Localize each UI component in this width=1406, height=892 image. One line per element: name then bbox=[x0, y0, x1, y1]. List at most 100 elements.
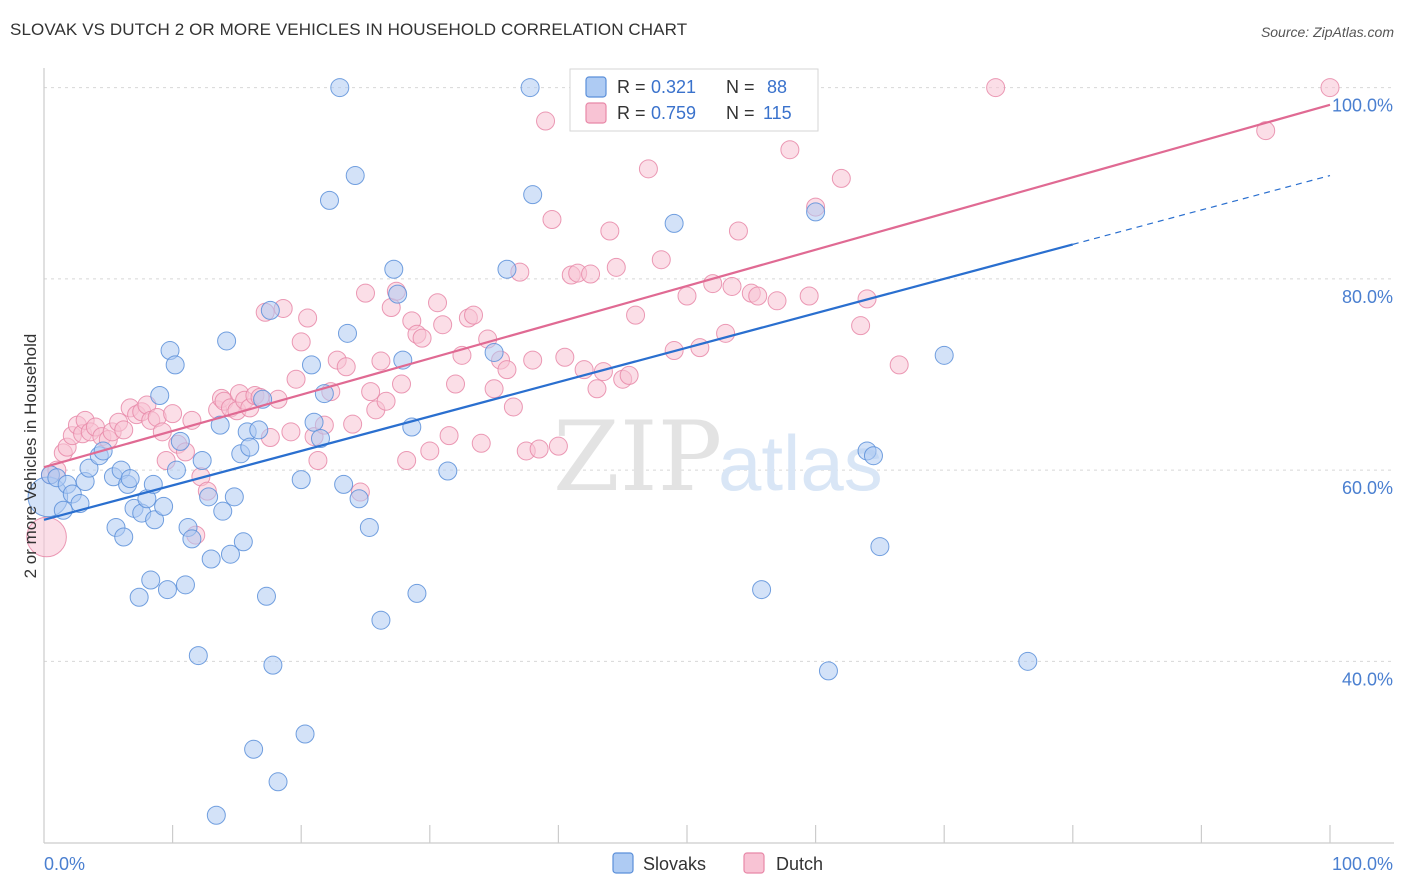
point-slovaks bbox=[154, 496, 174, 516]
point-dutch bbox=[371, 351, 391, 371]
point-slovaks bbox=[319, 190, 339, 210]
point-slovaks bbox=[1018, 651, 1038, 671]
legend-n-label-slovaks: N = bbox=[726, 77, 755, 97]
point-slovaks bbox=[120, 469, 140, 489]
point-dutch bbox=[376, 391, 396, 411]
point-slovaks bbox=[141, 570, 161, 590]
y-tick-labels: 40.0% 60.0% 80.0% 100.0% bbox=[1332, 96, 1393, 690]
point-dutch bbox=[600, 221, 620, 241]
point-slovaks bbox=[863, 446, 883, 466]
bottom-legend-swatch-dutch bbox=[743, 852, 765, 874]
trend-layer bbox=[43, 103, 1331, 521]
y-tick-label-40: 40.0% bbox=[1342, 669, 1393, 689]
point-dutch bbox=[581, 264, 601, 284]
point-dutch bbox=[728, 221, 748, 241]
point-slovaks bbox=[233, 532, 253, 552]
point-dutch bbox=[889, 355, 909, 375]
point-dutch bbox=[555, 347, 575, 367]
source-label: Source: ZipAtlas.com bbox=[1260, 24, 1394, 40]
trend-line-slovaks bbox=[43, 243, 1074, 521]
point-slovaks bbox=[497, 259, 517, 279]
watermark-zip: ZIP bbox=[553, 401, 722, 513]
point-dutch bbox=[464, 305, 484, 325]
point-slovaks bbox=[206, 805, 226, 825]
x-tick-label-100: 100.0% bbox=[1332, 854, 1393, 874]
point-slovaks bbox=[79, 458, 99, 478]
bottom-legend-swatch-slovaks bbox=[612, 852, 634, 874]
x-tick-label-0: 0.0% bbox=[44, 854, 85, 874]
point-slovaks bbox=[310, 429, 330, 449]
point-slovaks bbox=[240, 437, 260, 457]
point-slovaks bbox=[129, 587, 149, 607]
point-slovaks bbox=[407, 583, 427, 603]
point-dutch bbox=[799, 286, 819, 306]
point-slovaks bbox=[349, 489, 369, 509]
legend-swatch-slovaks bbox=[585, 76, 607, 98]
point-dutch bbox=[587, 379, 607, 399]
point-slovaks bbox=[304, 412, 324, 432]
point-slovaks bbox=[523, 185, 543, 205]
point-slovaks bbox=[249, 420, 269, 440]
point-dutch bbox=[1320, 78, 1340, 98]
point-dutch bbox=[497, 360, 517, 380]
point-dutch bbox=[767, 291, 787, 311]
point-slovaks bbox=[114, 527, 134, 547]
point-slovaks bbox=[150, 385, 170, 405]
x-tick-labels: 0.0% 100.0% bbox=[44, 854, 1393, 874]
point-dutch bbox=[536, 111, 556, 131]
point-dutch bbox=[420, 441, 440, 461]
point-slovaks bbox=[301, 355, 321, 375]
point-slovaks bbox=[870, 537, 890, 557]
point-dutch bbox=[439, 426, 459, 446]
point-dutch bbox=[677, 286, 697, 306]
point-dutch bbox=[529, 439, 549, 459]
point-dutch bbox=[397, 451, 417, 470]
point-dutch bbox=[343, 414, 363, 434]
grid-lines bbox=[44, 87, 1394, 662]
legend-r-value-dutch: 0.759 bbox=[651, 103, 696, 123]
point-dutch bbox=[548, 436, 568, 456]
legend-r-value-slovaks: 0.321 bbox=[651, 77, 696, 97]
point-dutch bbox=[606, 257, 626, 277]
point-dutch bbox=[831, 168, 851, 188]
point-dutch bbox=[986, 78, 1006, 98]
point-slovaks bbox=[334, 474, 354, 494]
legend-box bbox=[569, 68, 819, 132]
x-axis-ticks bbox=[172, 825, 1331, 843]
point-dutch bbox=[356, 283, 375, 303]
legend-n-value-dutch: 115 bbox=[763, 103, 792, 123]
axes bbox=[43, 68, 1394, 844]
point-slovaks bbox=[260, 300, 280, 320]
point-slovaks bbox=[157, 580, 177, 600]
point-dutch bbox=[298, 308, 318, 328]
point-slovaks bbox=[291, 470, 311, 490]
chart-title: SLOVAK VS DUTCH 2 OR MORE VEHICLES IN HO… bbox=[10, 20, 688, 39]
point-slovaks bbox=[295, 724, 315, 744]
point-dutch bbox=[523, 350, 543, 370]
point-slovaks bbox=[213, 501, 233, 521]
y-tick-label-100: 100.0% bbox=[1332, 96, 1393, 116]
point-dutch bbox=[722, 276, 742, 296]
point-dutch bbox=[484, 379, 504, 399]
point-slovaks bbox=[199, 487, 219, 507]
legend-n-value-slovaks: 88 bbox=[767, 77, 787, 97]
point-dutch bbox=[412, 328, 432, 348]
point-dutch bbox=[851, 316, 871, 336]
legend-r-label-dutch: R = bbox=[617, 103, 646, 123]
point-slovaks bbox=[438, 461, 458, 481]
point-slovaks bbox=[201, 549, 221, 569]
point-dutch bbox=[286, 369, 306, 389]
point-dutch bbox=[163, 404, 183, 424]
point-dutch bbox=[651, 250, 671, 270]
point-dutch bbox=[748, 286, 768, 306]
point-slovaks bbox=[263, 655, 283, 675]
point-dutch bbox=[690, 338, 710, 358]
point-dutch bbox=[1256, 121, 1276, 141]
point-dutch bbox=[308, 451, 328, 470]
point-slovaks bbox=[256, 586, 276, 606]
point-slovaks bbox=[175, 575, 195, 595]
point-dutch bbox=[26, 516, 67, 558]
bottom-legend-label-dutch: Dutch bbox=[776, 854, 823, 874]
point-dutch bbox=[114, 420, 134, 440]
